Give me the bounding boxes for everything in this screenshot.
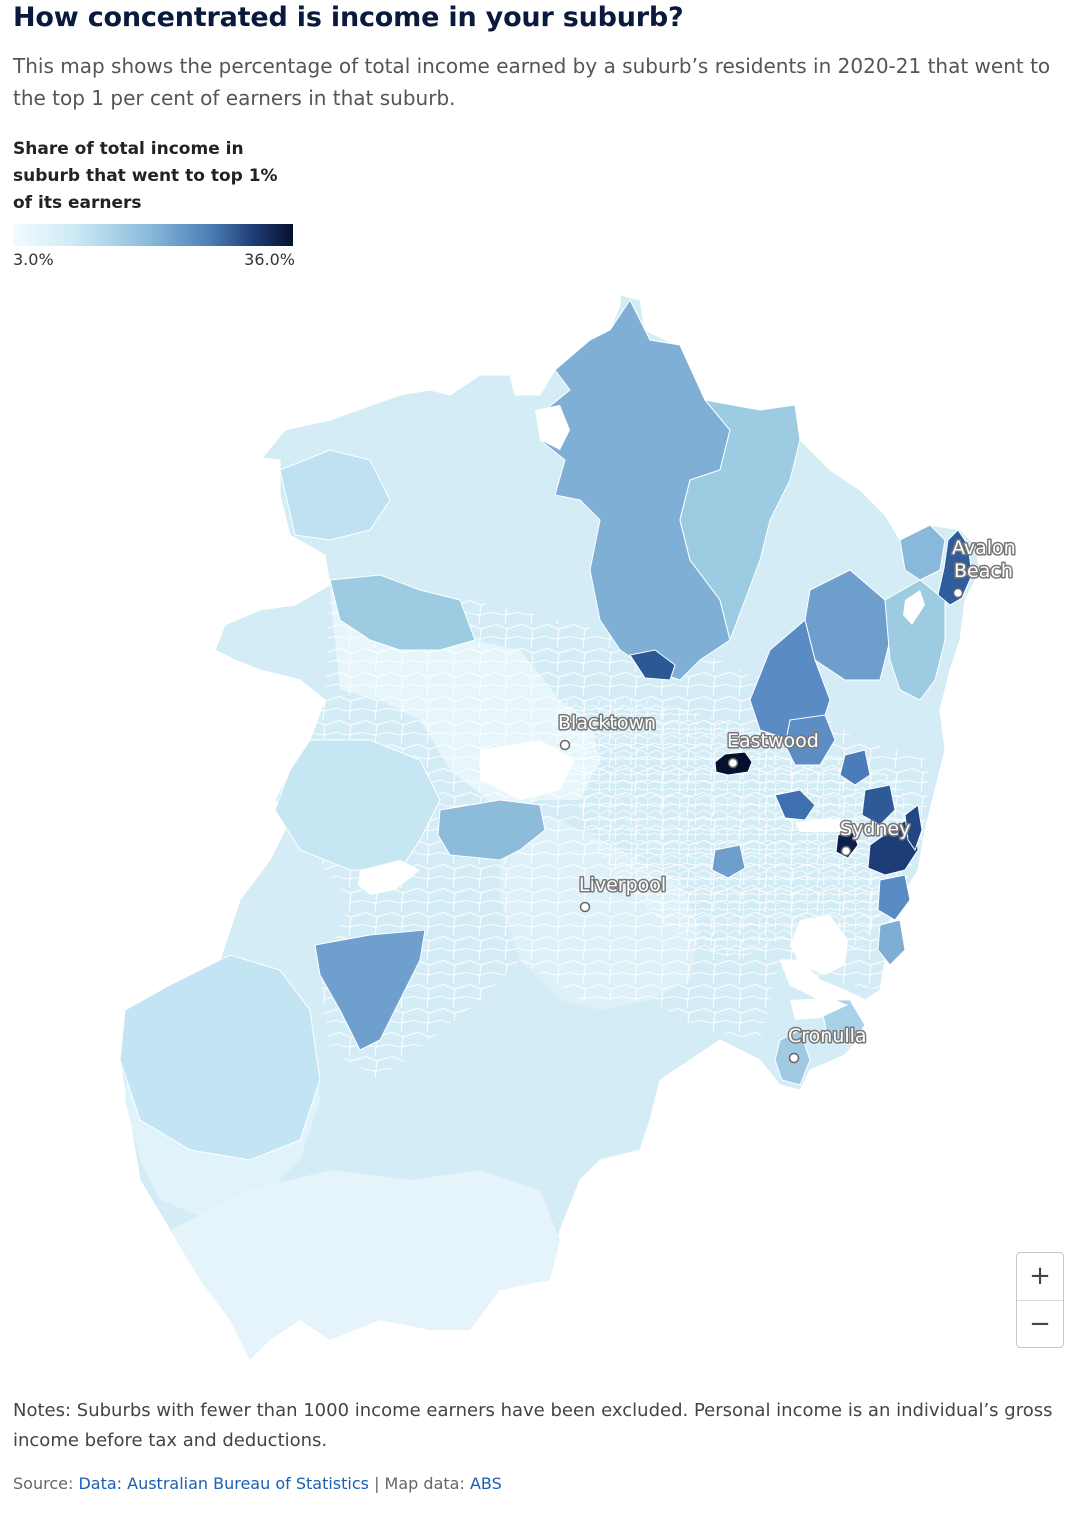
legend-max-label: 36.0% [244, 250, 295, 269]
suburb-mesh-inner [560, 700, 915, 960]
water-harbour [795, 818, 865, 832]
place-marker-cronulla[interactable]: Cronulla [787, 1024, 868, 1064]
marker-dot[interactable] [952, 587, 964, 599]
suburb-eastern-south[interactable] [877, 874, 911, 921]
suburb-cobbitty[interactable] [437, 799, 546, 861]
suburb-west-mid[interactable] [279, 449, 391, 541]
zoom-control: + − [1016, 1252, 1064, 1348]
suburb-choropleth-map[interactable]: Avalon Beach Blacktown Eastwood Sydney L… [0, 280, 1080, 1380]
excluded-area-north [535, 405, 570, 450]
place-label-sydney: Sydney [840, 818, 910, 840]
marker-dot[interactable] [579, 901, 591, 913]
suburb-camden-south[interactable] [314, 929, 426, 1051]
marker-dot[interactable] [788, 1052, 800, 1064]
legend-title: Share of total income in suburb that wen… [13, 139, 278, 213]
region-south-forest [170, 1170, 560, 1360]
place-label-blacktown: Blacktown [558, 712, 656, 734]
marker-dot[interactable] [727, 757, 739, 769]
suburb-mosman[interactable] [861, 784, 896, 826]
source-line: Source: Data: Australian Bureau of Stati… [13, 1474, 502, 1493]
marker-dot[interactable] [840, 845, 852, 857]
suburb-north-east-bushland[interactable] [679, 344, 801, 642]
chart-notes: Notes: Suburbs with fewer than 1000 inco… [13, 1400, 1053, 1451]
place-label-liverpool: Liverpool [579, 874, 666, 896]
suburb-north-central[interactable] [539, 299, 731, 681]
suburb-hills-north[interactable] [329, 574, 476, 651]
place-label-avalon-1: Avalon [952, 537, 1016, 559]
water-pittwater [903, 590, 925, 625]
color-legend: Share of total income in suburb that wen… [13, 136, 295, 274]
water-botany-bay [790, 915, 848, 975]
place-marker-liverpool[interactable]: Liverpool [578, 873, 668, 913]
excluded-area-central [480, 740, 575, 800]
source-separator: | Map data: [374, 1474, 465, 1493]
legend-min-label: 3.0% [13, 250, 54, 269]
source-map-link[interactable]: ABS [469, 1474, 502, 1493]
suburb-vaucluse[interactable] [904, 804, 923, 852]
suburb-eastern-coastal[interactable] [877, 919, 906, 966]
suburb-southwest-large[interactable] [119, 954, 321, 1161]
marker-dot[interactable] [559, 739, 571, 751]
zoom-in-button[interactable]: + [1029, 1261, 1051, 1291]
excluded-area-west [358, 860, 420, 895]
place-marker-avalon-beach[interactable]: Avalon Beach [951, 536, 1017, 599]
chart-title: How concentrated is income in your subur… [13, 2, 684, 33]
zoom-divider [1017, 1300, 1063, 1301]
place-marker-sydney[interactable]: Sydney [839, 817, 912, 857]
source-prefix: Source: [13, 1474, 74, 1493]
place-label-cronulla: Cronulla [788, 1025, 867, 1047]
suburb-northern-beaches-strip[interactable] [884, 579, 946, 701]
place-label-eastwood: Eastwood [727, 730, 819, 752]
place-marker-blacktown[interactable]: Blacktown [557, 711, 658, 751]
legend-color-ramp [13, 224, 293, 246]
suburb-avalon-beach[interactable] [937, 529, 973, 606]
suburb-castle-hill-pocket[interactable] [629, 649, 676, 681]
legend-labels: 3.0% 36.0% [13, 250, 295, 274]
suburb-hunters-hill[interactable] [774, 789, 816, 821]
suburb-palm-beach-peninsula[interactable] [899, 524, 946, 581]
map-svg[interactable]: Avalon Beach Blacktown Eastwood Sydney L… [0, 280, 1080, 1380]
place-label-avalon-2: Beach [954, 560, 1013, 582]
water-port-hacking [790, 998, 848, 1020]
suburb-lane-cove[interactable] [784, 714, 836, 766]
suburb-eastern-suburbs[interactable] [867, 814, 919, 876]
source-data-link[interactable]: Data: Australian Bureau of Statistics [78, 1474, 369, 1493]
place-marker-eastwood[interactable]: Eastwood [726, 729, 820, 769]
suburb-strathfield[interactable] [711, 844, 746, 879]
suburb-north-sydney[interactable] [839, 749, 871, 786]
chart-subtitle: This map shows the percentage of total i… [13, 54, 1051, 110]
zoom-out-button[interactable]: − [1029, 1309, 1051, 1339]
